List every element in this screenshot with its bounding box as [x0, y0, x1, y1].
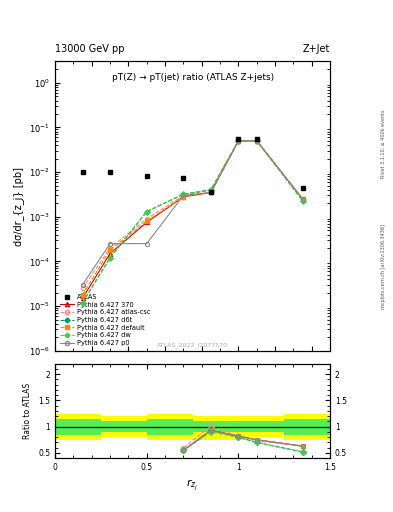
Pythia 6.427 dw — [236, 138, 241, 144]
Pythia 6.427 default — [108, 247, 112, 253]
ATLAS — [209, 189, 213, 196]
Pythia 6.427 atlas-csc — [80, 285, 85, 291]
Pythia 6.427 p0 — [181, 193, 186, 199]
Pythia 6.427 dw — [300, 198, 305, 204]
Pythia 6.427 dw — [80, 300, 85, 306]
Y-axis label: Ratio to ATLAS: Ratio to ATLAS — [24, 383, 33, 439]
Text: Rivet 3.1.10, ≥ 400k events: Rivet 3.1.10, ≥ 400k events — [381, 109, 386, 178]
Pythia 6.427 default — [254, 138, 259, 144]
Legend: ATLAS, Pythia 6.427 370, Pythia 6.427 atlas-csc, Pythia 6.427 d6t, Pythia 6.427 : ATLAS, Pythia 6.427 370, Pythia 6.427 at… — [58, 293, 152, 347]
ATLAS — [108, 169, 112, 175]
Pythia 6.427 d6t — [108, 255, 112, 261]
Pythia 6.427 atlas-csc — [144, 216, 149, 222]
Pythia 6.427 p0 — [80, 282, 85, 288]
Pythia 6.427 default — [80, 292, 85, 298]
Pythia 6.427 d6t — [254, 138, 259, 144]
ATLAS — [80, 169, 85, 175]
Line: Pythia 6.427 default: Pythia 6.427 default — [81, 139, 304, 296]
Pythia 6.427 p0 — [108, 241, 112, 247]
Pythia 6.427 370 — [236, 138, 241, 144]
Pythia 6.427 p0 — [144, 241, 149, 247]
Pythia 6.427 d6t — [80, 300, 85, 306]
Pythia 6.427 370 — [300, 196, 305, 202]
Pythia 6.427 default — [209, 189, 213, 196]
Pythia 6.427 default — [144, 218, 149, 224]
Pythia 6.427 atlas-csc — [236, 138, 241, 144]
Line: Pythia 6.427 d6t: Pythia 6.427 d6t — [81, 139, 304, 304]
Pythia 6.427 dw — [181, 191, 186, 197]
Pythia 6.427 370 — [144, 219, 149, 225]
Pythia 6.427 default — [181, 194, 186, 200]
Pythia 6.427 dw — [254, 138, 259, 144]
Text: Z+Jet: Z+Jet — [303, 44, 330, 54]
Pythia 6.427 d6t — [236, 138, 241, 144]
Line: Pythia 6.427 atlas-csc: Pythia 6.427 atlas-csc — [81, 139, 305, 290]
X-axis label: $r_{z_j}$: $r_{z_j}$ — [187, 478, 198, 493]
ATLAS — [181, 175, 186, 181]
Pythia 6.427 d6t — [300, 198, 305, 204]
Pythia 6.427 atlas-csc — [300, 196, 305, 202]
Line: Pythia 6.427 dw: Pythia 6.427 dw — [81, 139, 304, 304]
Pythia 6.427 d6t — [181, 191, 186, 197]
Pythia 6.427 default — [300, 196, 305, 202]
Pythia 6.427 370 — [254, 138, 259, 144]
Pythia 6.427 d6t — [209, 187, 213, 193]
Pythia 6.427 370 — [80, 295, 85, 301]
Pythia 6.427 dw — [108, 255, 112, 261]
ATLAS — [144, 174, 149, 180]
ATLAS — [236, 136, 241, 142]
Pythia 6.427 default — [236, 138, 241, 144]
Pythia 6.427 d6t — [144, 208, 149, 215]
ATLAS — [300, 184, 305, 190]
Text: mcplots.cern.ch [arXiv:1306.3436]: mcplots.cern.ch [arXiv:1306.3436] — [381, 224, 386, 309]
Pythia 6.427 p0 — [254, 138, 259, 144]
Pythia 6.427 p0 — [236, 138, 241, 144]
Pythia 6.427 atlas-csc — [108, 245, 112, 251]
Pythia 6.427 370 — [108, 250, 112, 257]
Y-axis label: dσ/dr_{z_j} [pb]: dσ/dr_{z_j} [pb] — [13, 166, 24, 246]
Pythia 6.427 370 — [181, 194, 186, 200]
ATLAS — [254, 136, 259, 142]
Pythia 6.427 atlas-csc — [254, 138, 259, 144]
Pythia 6.427 atlas-csc — [181, 193, 186, 199]
Pythia 6.427 dw — [144, 208, 149, 215]
Text: ATLAS_2022_I2077570: ATLAS_2022_I2077570 — [157, 342, 228, 348]
Text: 13000 GeV pp: 13000 GeV pp — [55, 44, 125, 54]
Line: ATLAS: ATLAS — [80, 137, 305, 195]
Text: pT(Z) → pT(jet) ratio (ATLAS Z+jets): pT(Z) → pT(jet) ratio (ATLAS Z+jets) — [112, 73, 274, 82]
Line: Pythia 6.427 370: Pythia 6.427 370 — [81, 139, 305, 300]
Pythia 6.427 dw — [209, 187, 213, 193]
Pythia 6.427 370 — [209, 189, 213, 196]
Pythia 6.427 p0 — [209, 189, 213, 196]
Pythia 6.427 p0 — [300, 196, 305, 202]
Line: Pythia 6.427 p0: Pythia 6.427 p0 — [81, 139, 305, 287]
Pythia 6.427 atlas-csc — [209, 187, 213, 193]
